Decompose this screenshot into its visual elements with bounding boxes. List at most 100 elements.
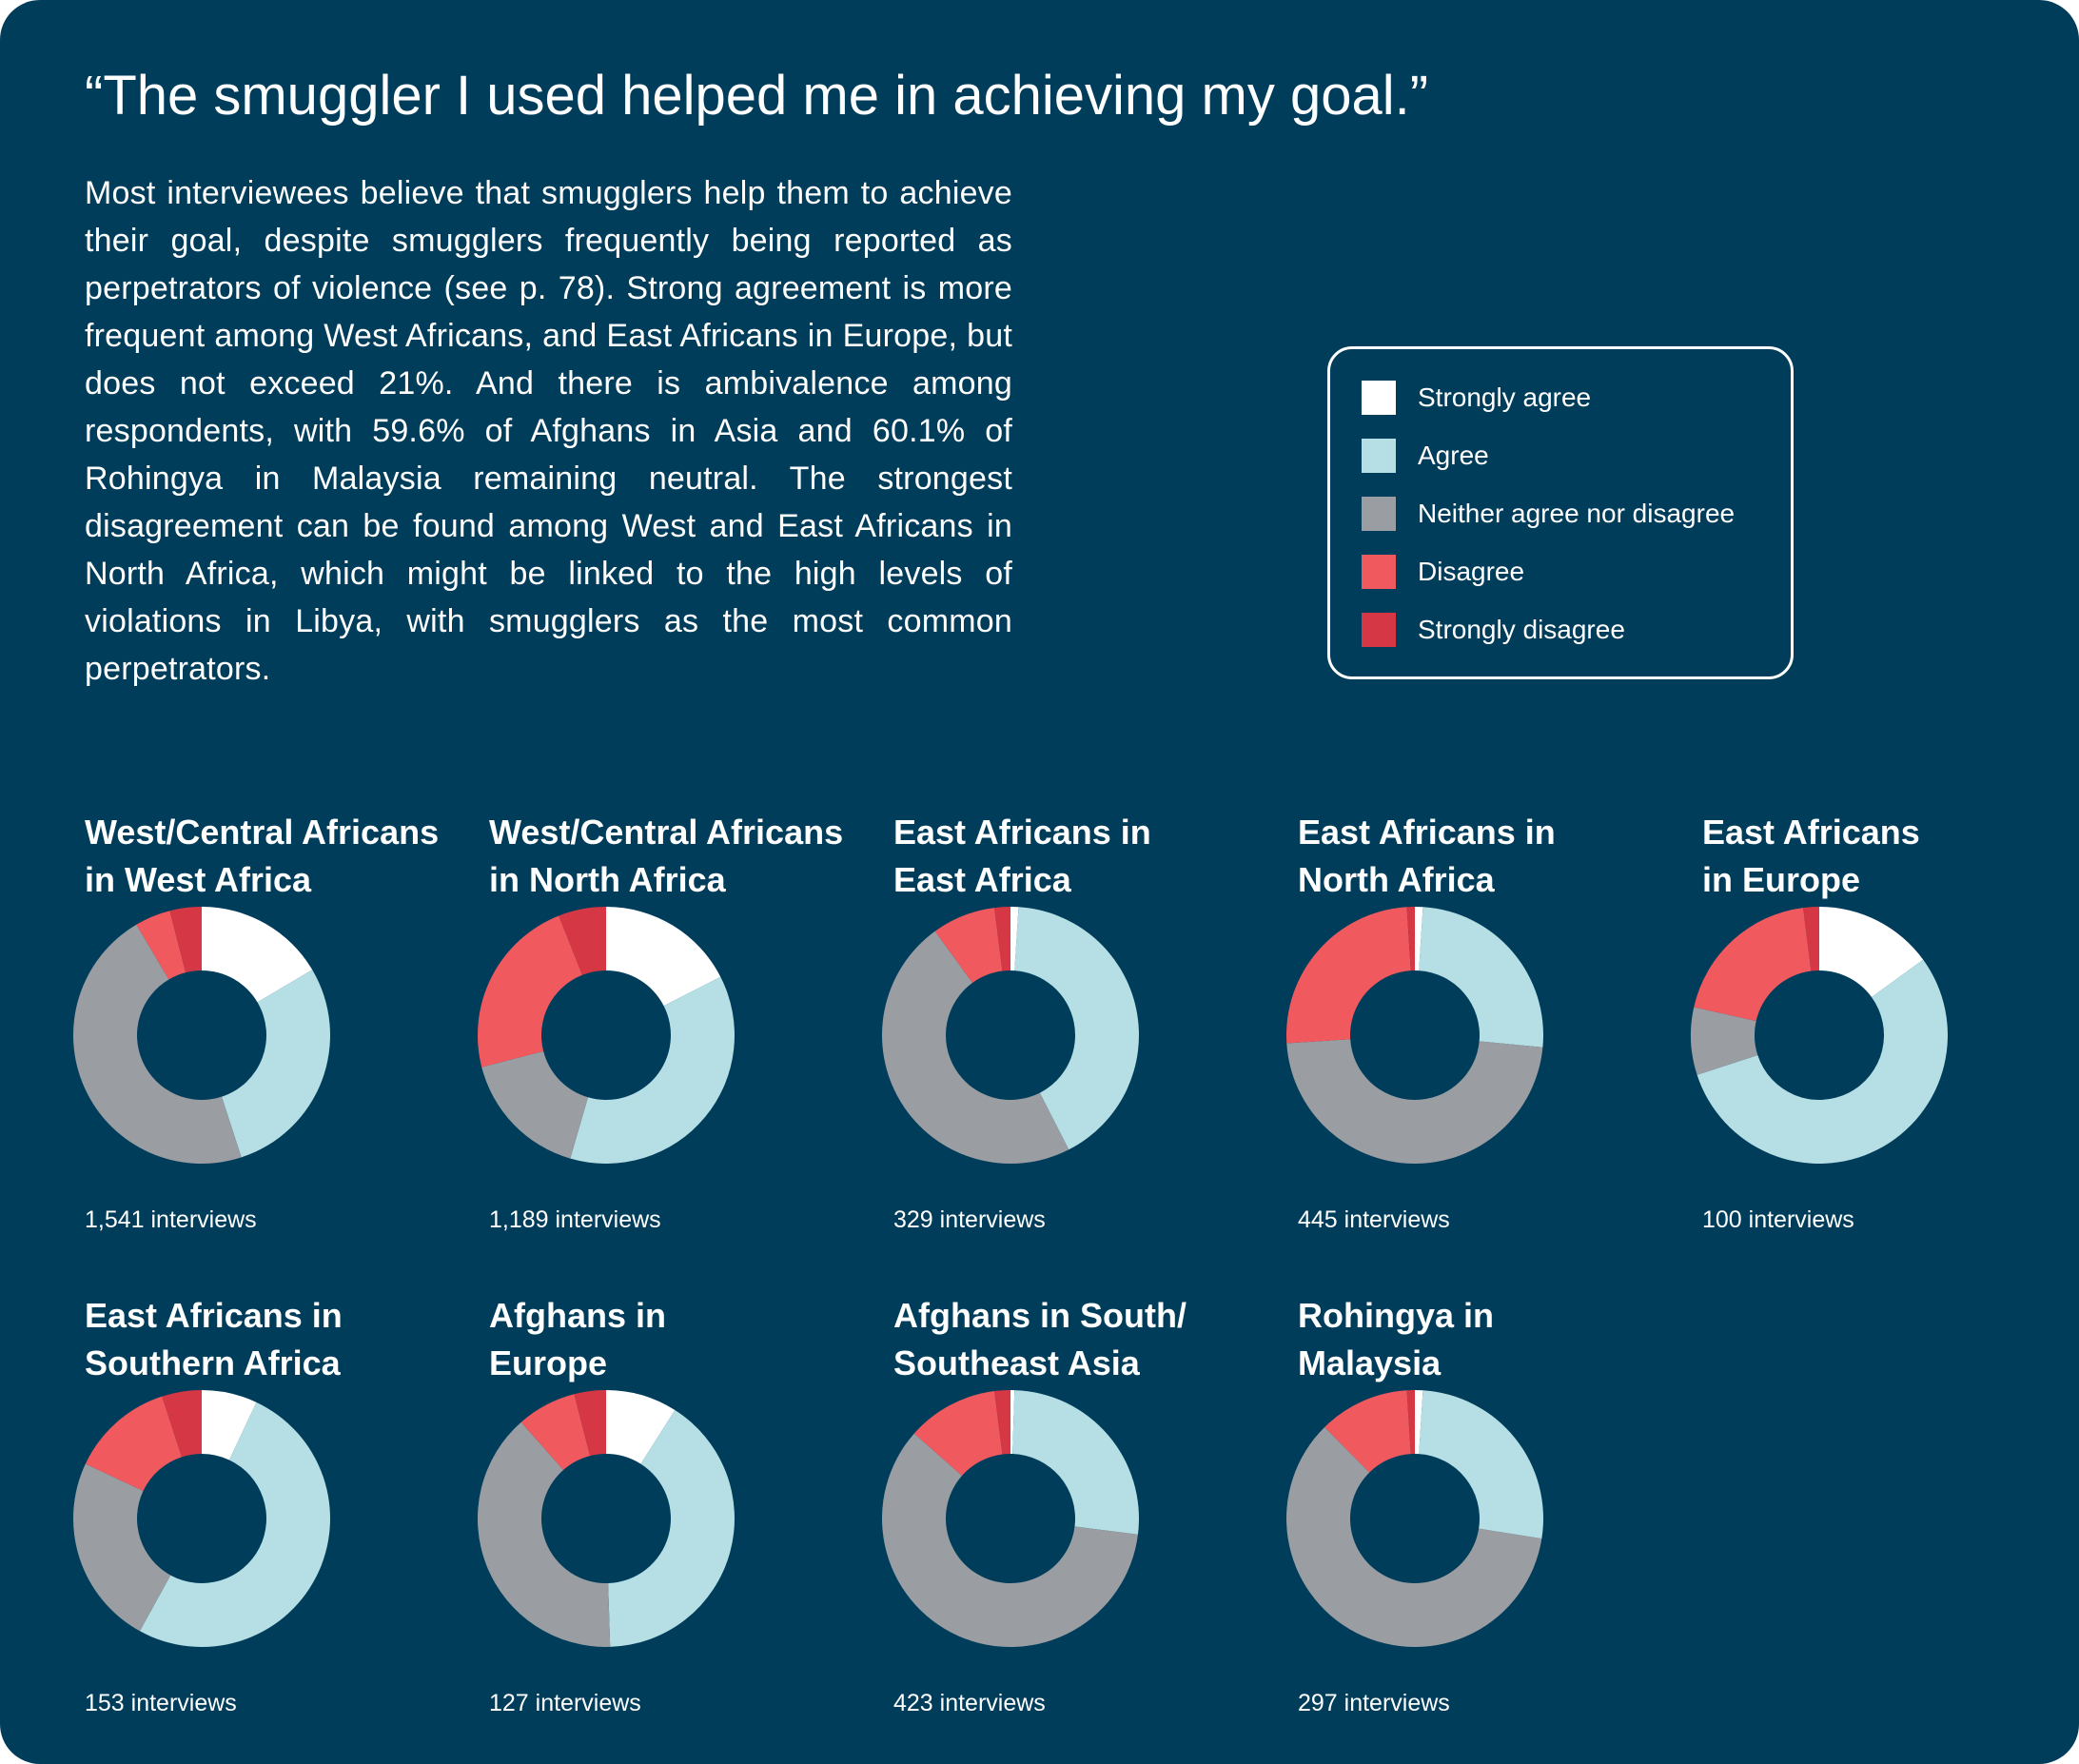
donut-chart-west-in-north-africa: West/Central Africans in North Africa 1,… [478, 809, 889, 1246]
donut-slice-disagree [85, 1396, 182, 1492]
donut-slice-agree [1419, 907, 1543, 1048]
donut-svg [1286, 907, 1543, 1164]
donut-chart-rohingya-in-malaysia: Rohingya in Malaysia 297 interviews [1286, 1292, 1697, 1730]
donut-slice-strongly-disagree [169, 907, 202, 973]
chart-title-line: East Africans [1702, 813, 1920, 852]
donut-slice-agree [1014, 907, 1139, 1150]
donut-slice-strongly-agree [606, 1390, 676, 1464]
chart-title-line: Malaysia [1298, 1343, 1442, 1382]
chart-title: Rohingya in Malaysia [1298, 1292, 1697, 1387]
donut-chart-afghans-in-europe: Afghans in Europe 127 interviews [478, 1292, 889, 1730]
donut-slice-agree [570, 976, 735, 1164]
donut-chart-west-africa: West/Central Africans in West Africa 1,5… [73, 809, 484, 1246]
legend-label: Strongly agree [1418, 382, 1592, 412]
donut-slice-strongly-disagree [559, 907, 606, 975]
chart-title: West/Central Africans in North Africa [489, 809, 889, 904]
chart-title: East Africans in East Africa [893, 809, 1293, 904]
chart-title: East Africans in Europe [1702, 809, 2079, 904]
donut-slice-neutral [881, 931, 1069, 1164]
donut-svg [881, 907, 1139, 1164]
donut-svg [1691, 907, 1948, 1164]
donut-svg [73, 1390, 330, 1647]
donut-slice-disagree [1694, 908, 1812, 1022]
chart-title-line: Southeast Asia [893, 1343, 1140, 1382]
chart-title: Afghans in Europe [489, 1292, 889, 1387]
legend-label: Agree [1418, 441, 1489, 470]
chart-title-line: East Africa [893, 860, 1071, 899]
legend-label: Neither agree nor disagree [1418, 499, 1736, 528]
page-title: “The smuggler I used helped me in achiev… [85, 65, 1429, 127]
legend-item-agree: Agree [1362, 437, 1489, 475]
chart-title-line: Afghans in South/ [893, 1296, 1187, 1335]
chart-title-line: Afghans in [489, 1296, 666, 1335]
interview-count: 153 interviews [85, 1690, 237, 1716]
donut-slice-disagree [478, 915, 582, 1068]
legend-item-disagree: Disagree [1362, 553, 1524, 591]
donut-chart-afghans-in-asia: Afghans in South/ Southeast Asia 423 int… [882, 1292, 1293, 1730]
donut-slice-strongly-agree [202, 907, 313, 1003]
chart-title-line: in West Africa [85, 860, 312, 899]
legend-swatch [1362, 497, 1396, 531]
interview-count: 445 interviews [1298, 1206, 1450, 1233]
donut-slice-neutral [478, 1421, 611, 1647]
donut-slice-disagree [1286, 907, 1411, 1044]
chart-title: East Africans in North Africa [1298, 809, 1697, 904]
chart-title: East Africans in Southern Africa [85, 1292, 484, 1387]
interview-count: 297 interviews [1298, 1690, 1450, 1716]
donut-slice-disagree [136, 911, 186, 980]
interview-count: 127 interviews [489, 1690, 641, 1716]
chart-title: Afghans in South/ Southeast Asia [893, 1292, 1293, 1387]
donut-slice-strongly-agree [1819, 907, 1924, 998]
chart-title-line: North Africa [1298, 860, 1495, 899]
legend-swatch [1362, 439, 1396, 473]
donut-slice-neutral [882, 1433, 1138, 1647]
donut-svg [478, 1390, 735, 1647]
donut-slice-strongly-agree [1010, 907, 1019, 971]
donut-slice-agree [1012, 1390, 1139, 1535]
donut-chart-east-in-southern-africa: East Africans in Southern Africa 153 int… [73, 1292, 484, 1730]
chart-title-line: West/Central Africans [85, 813, 440, 852]
donut-slice-neutral [481, 1050, 589, 1159]
chart-title-line: in North Africa [489, 860, 726, 899]
legend-swatch [1362, 555, 1396, 589]
donut-svg [882, 1390, 1139, 1647]
legend-label: Strongly disagree [1418, 615, 1625, 644]
donut-slice-neutral [1286, 1039, 1543, 1164]
donut-slice-strongly-disagree [1803, 907, 1819, 971]
donut-slice-disagree [520, 1394, 591, 1470]
donut-slice-agree [1419, 1390, 1543, 1539]
interview-count: 1,541 interviews [85, 1206, 257, 1233]
legend-label: Disagree [1418, 557, 1525, 586]
donut-slice-strongly-agree [606, 907, 721, 1007]
donut-slice-neutral [73, 924, 242, 1164]
interview-count: 423 interviews [893, 1690, 1046, 1716]
donut-slice-strongly-disagree [574, 1390, 606, 1457]
donut-slice-neutral [1691, 1007, 1758, 1075]
donut-svg [73, 907, 330, 1164]
chart-title-line: West/Central Africans [489, 813, 844, 852]
donut-chart-east-in-east-africa: East Africans in East Africa 329 intervi… [881, 809, 1293, 1246]
interview-count: 1,189 interviews [489, 1206, 661, 1233]
legend-item-strongly-disagree: Strongly disagree [1362, 611, 1625, 649]
legend-swatch [1362, 613, 1396, 647]
chart-title-line: Southern Africa [85, 1343, 341, 1382]
donut-slice-disagree [1324, 1390, 1411, 1473]
donut-chart-east-in-europe: East Africans in Europe 100 interviews [1691, 809, 2079, 1246]
donut-slice-agree [222, 970, 330, 1158]
donut-slice-strongly-disagree [1406, 907, 1415, 971]
donut-slice-strongly-agree [1415, 907, 1423, 971]
chart-title-line: Rohingya in [1298, 1296, 1494, 1335]
legend-item-strongly-agree: Strongly agree [1362, 379, 1591, 417]
donut-slice-agree [608, 1410, 735, 1647]
donut-slice-disagree [913, 1391, 1003, 1476]
donut-slice-strongly-agree [202, 1390, 257, 1460]
donut-svg [478, 907, 735, 1164]
donut-slice-disagree [934, 908, 1003, 983]
interview-count: 100 interviews [1702, 1206, 1854, 1233]
legend-swatch [1362, 381, 1396, 415]
chart-title-line: Europe [489, 1343, 608, 1382]
donut-slice-strongly-agree [1415, 1390, 1423, 1455]
donut-slice-strongly-disagree [994, 907, 1010, 971]
chart-title-line: East Africans in [85, 1296, 343, 1335]
donut-slice-neutral [1286, 1426, 1542, 1647]
